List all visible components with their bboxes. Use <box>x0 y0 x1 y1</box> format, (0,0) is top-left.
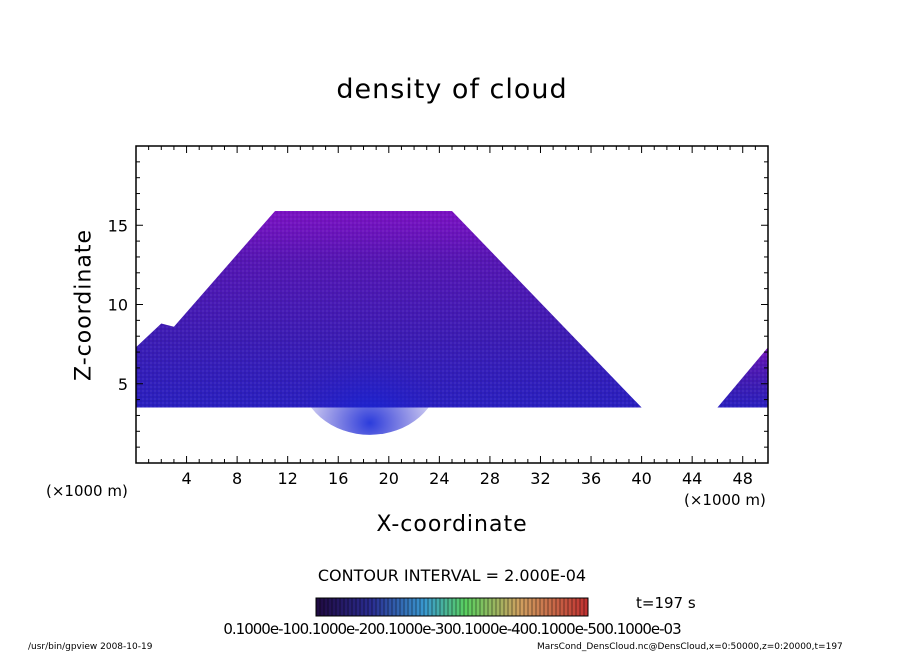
colorbar-fill <box>315 597 589 617</box>
y-axis: 5 10 15 <box>108 161 768 448</box>
x-tick-label-16: 16 <box>328 469 348 488</box>
y-tick-label-10: 10 <box>108 296 128 315</box>
x-tick-label-8: 8 <box>232 469 242 488</box>
x-unit-label-right: (×1000 m) <box>684 491 766 509</box>
cloud-region-main-texture <box>136 210 642 408</box>
chart-title: density of cloud <box>336 74 568 105</box>
x-tick-label-44: 44 <box>682 469 702 488</box>
x-tick-label-32: 32 <box>530 469 550 488</box>
cloud-region-right-texture <box>717 347 768 408</box>
footer-program-date: /usr/bin/gpview 2008-10-19 <box>28 642 153 652</box>
x-tick-label-28: 28 <box>480 469 500 488</box>
x-tick-label-20: 20 <box>379 469 399 488</box>
density-peak <box>299 314 440 435</box>
x-tick-label-12: 12 <box>278 469 298 488</box>
x-tick-label-48: 48 <box>733 469 753 488</box>
contour-interval-label: CONTOUR INTERVAL = 2.000E-04 <box>317 566 587 585</box>
x-tick-label-24: 24 <box>429 469 449 488</box>
x-unit-label-left: (×1000 m) <box>46 482 128 500</box>
colorbar <box>315 597 589 617</box>
y-tick-label-5: 5 <box>118 375 128 394</box>
x-tick-label-36: 36 <box>581 469 601 488</box>
x-axis-label: X-coordinate <box>376 512 528 537</box>
cloud-density-field <box>136 210 768 435</box>
x-tick-label-4: 4 <box>181 469 191 488</box>
x-axis: 4 8 12 16 20 24 28 32 36 40 44 48 <box>148 146 756 488</box>
y-tick-label-15: 15 <box>108 216 128 235</box>
time-label: t=197 s <box>636 594 696 612</box>
footer-source: MarsCond_DensCloud.nc@DensCloud,x=0:5000… <box>537 642 843 652</box>
colorbar-tick-labels: 0.1000e-100.1000e-200.1000e-300.1000e-40… <box>223 620 681 638</box>
x-tick-label-40: 40 <box>631 469 651 488</box>
y-axis-label: Z-coordinate <box>71 229 97 381</box>
